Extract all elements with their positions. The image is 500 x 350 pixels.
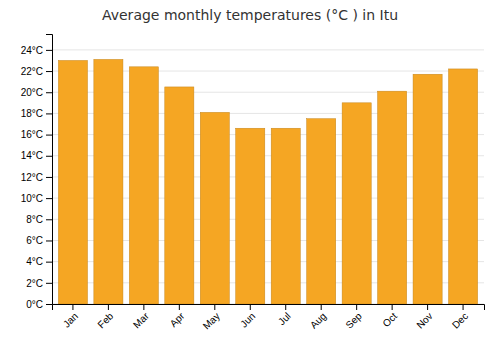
x-tick-mark <box>250 304 251 310</box>
y-tick-label: 2°C <box>26 278 43 289</box>
y-tick-label: 0°C <box>26 299 43 310</box>
y-tick-mark <box>46 156 52 157</box>
y-tick-mark <box>46 71 52 72</box>
bar <box>413 74 442 304</box>
x-tick-label: Apr <box>168 310 187 329</box>
plot: 0°C 2°C 4°C 6°C 8°C 10°C 12°C 14°C 16°C 18°C 20°C 2… <box>21 35 485 332</box>
y-tick-mark <box>46 304 52 305</box>
bar <box>236 128 265 304</box>
x-tick: Oct <box>380 304 399 329</box>
bar <box>271 128 300 304</box>
y-tick-label: 22°C <box>21 66 43 77</box>
x-tick: Nov <box>414 304 434 331</box>
x-tick-mark <box>72 304 73 310</box>
x-tick-label: Jan <box>61 310 80 329</box>
x-tick-mark <box>392 304 393 310</box>
x-tick: Jan <box>61 304 80 330</box>
y-tick-mark <box>46 240 52 241</box>
x-tick: Apr <box>168 304 187 329</box>
y-tick-label: 20°C <box>21 87 43 98</box>
y-tick-mark <box>46 135 52 136</box>
y-tick-mark <box>46 177 52 178</box>
y-tick-label: 6°C <box>26 235 43 246</box>
x-tick-label: Mar <box>131 310 151 330</box>
x-tick: Feb <box>96 304 116 330</box>
x-tick-mark <box>143 304 144 310</box>
y-tick-mark <box>46 113 52 114</box>
y-tick: 16°C <box>21 129 52 140</box>
y-axis-line <box>46 35 53 305</box>
bar <box>200 112 229 304</box>
x-tick-mark <box>285 304 286 310</box>
y-tick-mark <box>46 219 52 220</box>
chart: 0°C 2°C 4°C 6°C 8°C 10°C 12°C 14°C 16°C 18°C 20°C 2… <box>0 0 500 350</box>
y-tick-label: 10°C <box>21 193 43 204</box>
bar <box>307 119 336 304</box>
y-tick-mark <box>46 262 52 263</box>
bar <box>449 69 478 304</box>
x-tick-mark <box>321 304 322 310</box>
x-tick: Sep <box>343 304 364 331</box>
x-tick-mark <box>179 304 180 310</box>
x-tick-label: Aug <box>308 310 328 330</box>
x-tick-label: Sep <box>343 310 364 331</box>
y-tick-mark <box>46 283 52 284</box>
y-tick: 24°C <box>21 45 52 56</box>
y-tick: 8°C <box>26 214 52 225</box>
x-tick-mark <box>427 304 428 310</box>
y-tick: 10°C <box>21 193 52 204</box>
y-tick-mark <box>46 198 52 199</box>
bar <box>378 91 407 304</box>
y-tick: 12°C <box>21 172 52 183</box>
x-tick: Mar <box>131 304 151 330</box>
x-tick: May <box>201 304 222 332</box>
title: Average monthly temperatures (°C ) in It… <box>102 7 398 23</box>
x-tick-mark <box>463 304 464 310</box>
x-tick-label: Jun <box>238 310 257 329</box>
x-axis: Jan Feb Mar Apr May Jun Jul Aug Sep Oct Nov Dec <box>53 304 485 332</box>
y-tick-mark <box>46 92 52 93</box>
bar <box>58 60 87 304</box>
x-tick-mark <box>108 304 109 310</box>
x-tick-label: Oct <box>380 310 399 329</box>
y-tick-label: 24°C <box>21 45 43 56</box>
bar <box>129 67 158 304</box>
bar <box>342 103 371 304</box>
y-tick: 22°C <box>21 66 52 77</box>
y-tick-label: 12°C <box>21 172 43 183</box>
grid <box>52 50 484 304</box>
y-tick: 2°C <box>26 278 52 289</box>
x-tick: Jul <box>276 304 293 327</box>
y-tick-label: 8°C <box>26 214 43 225</box>
x-tick-label: Nov <box>414 310 434 330</box>
x-tick: Jun <box>238 304 257 330</box>
x-tick-label: Jul <box>276 310 293 327</box>
y-tick-label: 18°C <box>21 108 43 119</box>
x-tick-label: May <box>201 310 222 331</box>
x-tick-mark <box>356 304 357 310</box>
bar <box>165 87 194 304</box>
y-tick: 20°C <box>21 87 52 98</box>
y-axis: 0°C 2°C 4°C 6°C 8°C 10°C 12°C 14°C 16°C 18°C 20°C 2… <box>21 35 53 310</box>
y-tick-label: 14°C <box>21 150 43 161</box>
x-tick-label: Feb <box>96 310 116 330</box>
y-tick: 0°C <box>26 299 52 310</box>
x-tick-mark <box>214 304 215 310</box>
y-tick-mark <box>46 50 52 51</box>
bars <box>58 59 477 304</box>
y-tick: 18°C <box>21 108 52 119</box>
x-tick: Dec <box>450 304 470 331</box>
y-tick-label: 4°C <box>26 256 43 267</box>
y-tick: 14°C <box>21 150 52 161</box>
x-tick-label: Dec <box>450 310 470 330</box>
x-tick: Aug <box>308 304 328 331</box>
x-axis-line <box>53 305 485 311</box>
y-tick: 6°C <box>26 235 52 246</box>
bar <box>94 59 123 304</box>
grid-line <box>52 49 484 50</box>
y-tick-label: 16°C <box>21 129 43 140</box>
y-tick: 4°C <box>26 256 52 267</box>
